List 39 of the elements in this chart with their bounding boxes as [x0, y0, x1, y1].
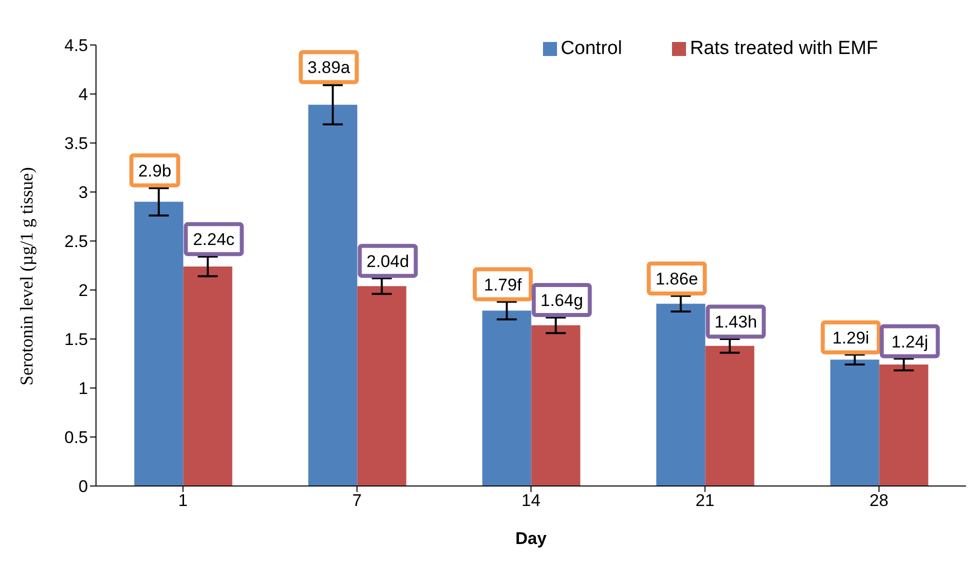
y-tick-label: 0.5: [64, 428, 88, 448]
legend-label: Rats treated with EMF: [690, 38, 878, 59]
x-tick-label: 21: [696, 491, 714, 510]
data-label: 1.86e: [656, 269, 698, 288]
y-tick-label: 2: [78, 281, 88, 300]
legend-label: Control: [560, 38, 622, 59]
y-tick-label: 1.5: [64, 330, 88, 350]
data-label: 2.04d: [366, 252, 410, 271]
y-axis-title: Serotonin level (µg/1 g tissue): [16, 167, 36, 386]
bar: [830, 360, 880, 486]
data-label: 2.9b: [138, 161, 172, 180]
data-label: 1.43h: [714, 312, 758, 332]
data-label: 1.79f: [484, 275, 522, 294]
y-tick-label: 1: [78, 379, 88, 398]
bar: [183, 266, 232, 486]
bar: [705, 346, 754, 486]
y-tick-label: 4.5: [64, 36, 88, 56]
data-label: 3.89a: [308, 58, 351, 78]
x-tick-label: 14: [522, 491, 540, 510]
y-tick-label: 2.5: [64, 232, 88, 252]
bar: [357, 286, 406, 486]
y-tick-label: 4: [78, 85, 88, 104]
y-tick-label: 3.5: [64, 134, 88, 154]
data-label: 1.29i: [832, 328, 870, 348]
bar: [656, 304, 706, 486]
y-tick-label: 3: [78, 183, 88, 202]
bar: [308, 104, 358, 486]
x-tick-label: 1: [178, 491, 188, 510]
x-tick-label: 7: [352, 491, 362, 510]
bar: [531, 325, 580, 486]
x-axis-title: Day: [515, 529, 548, 548]
bar: [134, 202, 184, 486]
data-label: 2.24c: [192, 230, 236, 250]
x-tick-label: 28: [870, 491, 888, 510]
bar: [482, 310, 532, 486]
y-tick-label: 0: [78, 477, 88, 496]
data-label: 1.24j: [891, 332, 928, 352]
bar: [879, 364, 928, 486]
data-label: 1.64g: [540, 291, 584, 310]
